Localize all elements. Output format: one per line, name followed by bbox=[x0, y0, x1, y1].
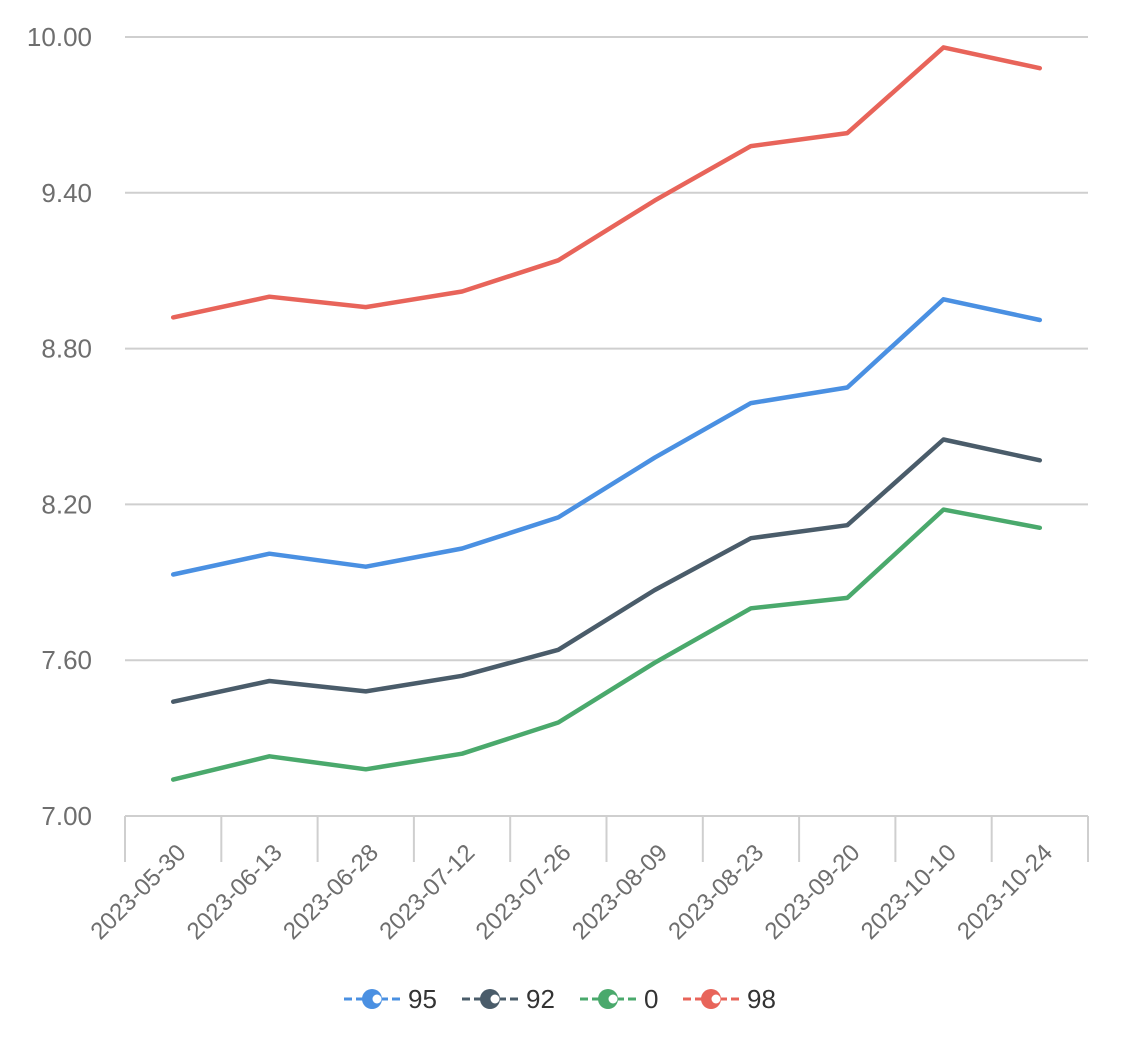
x-tick-label: 2023-07-12 bbox=[374, 839, 480, 945]
legend-marker-inner-icon bbox=[372, 994, 382, 1004]
y-tick-label: 10.00 bbox=[27, 22, 92, 52]
y-axis-tick-labels: 10.00 9.40 8.80 8.20 7.60 7.00 bbox=[27, 22, 92, 831]
y-tick-label: 8.20 bbox=[41, 489, 92, 519]
x-axis-tick-labels: 2023-05-302023-06-132023-06-282023-07-12… bbox=[85, 839, 1058, 945]
legend-label: 0 bbox=[644, 984, 658, 1014]
legend-marker-icon bbox=[480, 989, 500, 1009]
legend-item-92[interactable]: 92 bbox=[462, 984, 555, 1014]
legend: 95 92 0 98 bbox=[344, 984, 776, 1014]
legend-item-0[interactable]: 0 bbox=[580, 984, 658, 1014]
legend-marker-icon bbox=[362, 989, 382, 1009]
series-line-0 bbox=[170, 507, 1043, 782]
x-tick-label: 2023-09-20 bbox=[760, 839, 866, 945]
legend-label: 98 bbox=[747, 984, 776, 1014]
y-tick-label: 7.60 bbox=[41, 645, 92, 675]
legend-item-98[interactable]: 98 bbox=[683, 984, 776, 1014]
y-tick-label: 8.80 bbox=[41, 334, 92, 364]
series-lines bbox=[170, 45, 1043, 782]
x-tick-label: 2023-06-13 bbox=[182, 839, 288, 945]
legend-marker-inner-icon bbox=[490, 994, 500, 1004]
x-tick-label: 2023-08-23 bbox=[663, 839, 769, 945]
series-line-92 bbox=[170, 437, 1043, 704]
x-tick-label: 2023-05-30 bbox=[85, 839, 191, 945]
legend-marker-inner-icon bbox=[608, 994, 618, 1004]
x-tick-label: 2023-07-26 bbox=[471, 839, 577, 945]
legend-label: 95 bbox=[408, 984, 437, 1014]
series-line-95 bbox=[170, 297, 1043, 577]
x-tick-label: 2023-06-28 bbox=[278, 839, 384, 945]
x-tick-label: 2023-10-24 bbox=[952, 839, 1058, 945]
legend-marker-inner-icon bbox=[711, 994, 721, 1004]
legend-marker-icon bbox=[598, 989, 618, 1009]
series-line-98 bbox=[170, 45, 1043, 320]
legend-marker-icon bbox=[701, 989, 721, 1009]
x-axis bbox=[124, 816, 1089, 862]
y-tick-label: 7.00 bbox=[41, 801, 92, 831]
legend-item-95[interactable]: 95 bbox=[344, 984, 437, 1014]
legend-label: 92 bbox=[526, 984, 555, 1014]
x-tick-label: 2023-10-10 bbox=[856, 839, 962, 945]
grid-lines bbox=[125, 36, 1088, 817]
y-tick-label: 9.40 bbox=[41, 178, 92, 208]
x-tick-label: 2023-08-09 bbox=[567, 839, 673, 945]
